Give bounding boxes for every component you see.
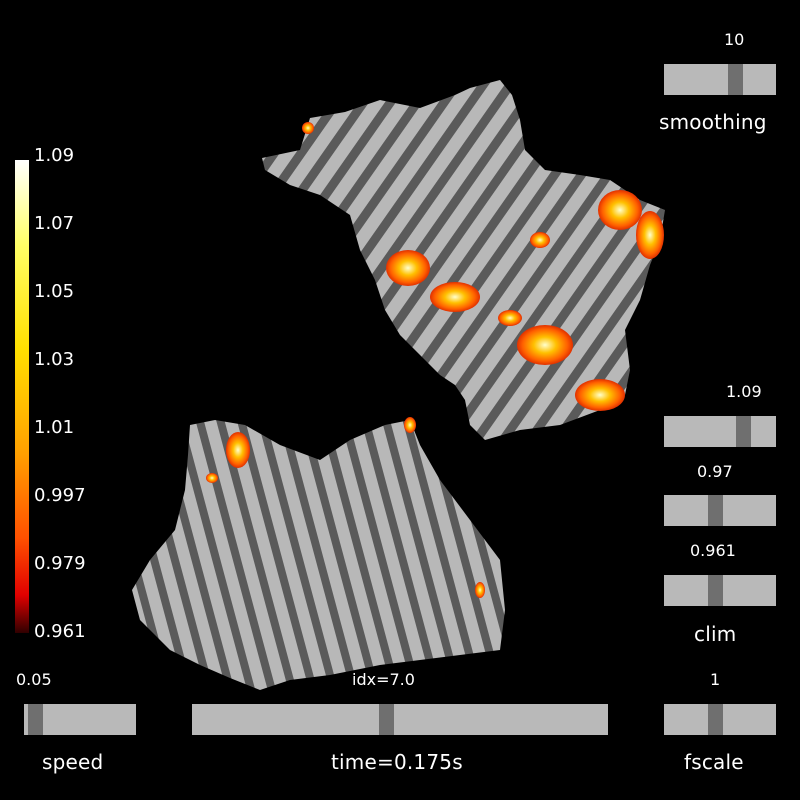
clim-max-slider-thumb[interactable]	[736, 416, 751, 447]
clim-min-slider-thumb[interactable]	[708, 575, 723, 606]
clim-max-slider[interactable]	[664, 416, 776, 447]
clim-mid-slider[interactable]	[664, 495, 776, 526]
smoothing-slider-thumb[interactable]	[728, 64, 743, 95]
speed-slider[interactable]	[24, 704, 136, 735]
fscale-label: fscale	[684, 750, 744, 774]
colorbar-tick: 0.979	[34, 553, 86, 574]
colorbar-tick: 1.09	[34, 145, 75, 166]
clim-label: clim	[694, 622, 737, 646]
time-slider[interactable]	[192, 704, 608, 735]
speed-value: 0.05	[16, 670, 52, 689]
speed-slider-thumb[interactable]	[28, 704, 43, 735]
clim-mid-value: 0.97	[697, 462, 733, 481]
colorbar-tick: 0.961	[34, 621, 86, 642]
time-label: time=0.175s	[331, 750, 463, 774]
fscale-slider-thumb[interactable]	[708, 704, 723, 735]
clim-max-value: 1.09	[726, 382, 762, 401]
fscale-value: 1	[710, 670, 721, 689]
colorbar-tick: 1.01	[34, 417, 75, 438]
clim-min-slider[interactable]	[664, 575, 776, 606]
smoothing-value: 10	[724, 30, 745, 49]
colorbar-tick: 1.05	[34, 281, 75, 302]
lower-hemisphere	[132, 420, 505, 690]
smoothing-label: smoothing	[659, 110, 767, 134]
smoothing-slider[interactable]	[664, 64, 776, 95]
clim-min-value: 0.961	[690, 541, 736, 560]
speed-label: speed	[42, 750, 104, 774]
clim-mid-slider-thumb[interactable]	[708, 495, 723, 526]
colorbar	[15, 160, 29, 633]
colorbar-tick: 1.03	[34, 349, 75, 370]
colorbar-tick: 1.07	[34, 213, 75, 234]
activation-overlay	[206, 122, 664, 598]
colorbar-tick: 0.997	[34, 485, 86, 506]
time-index-value: idx=7.0	[352, 670, 415, 689]
fscale-slider[interactable]	[664, 704, 776, 735]
time-slider-thumb[interactable]	[379, 704, 394, 735]
